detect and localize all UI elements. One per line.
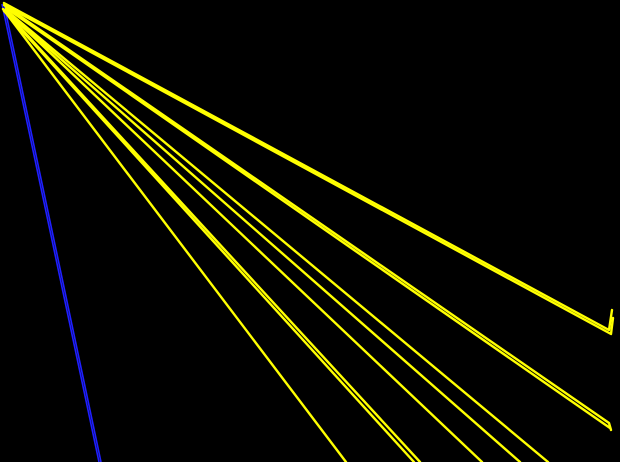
yellow-line xyxy=(3,8,522,462)
blue-line-group xyxy=(1,3,102,462)
blue-line xyxy=(1,3,100,462)
yellow-line xyxy=(2,1,614,332)
yellow-line xyxy=(4,8,550,462)
yellow-line xyxy=(4,6,612,430)
yellow-line xyxy=(3,8,484,462)
yellow-line xyxy=(2,9,416,462)
blue-line xyxy=(3,3,102,462)
yellow-line xyxy=(4,4,615,336)
yellow-line xyxy=(1,7,348,462)
yellow-line xyxy=(3,9,422,462)
